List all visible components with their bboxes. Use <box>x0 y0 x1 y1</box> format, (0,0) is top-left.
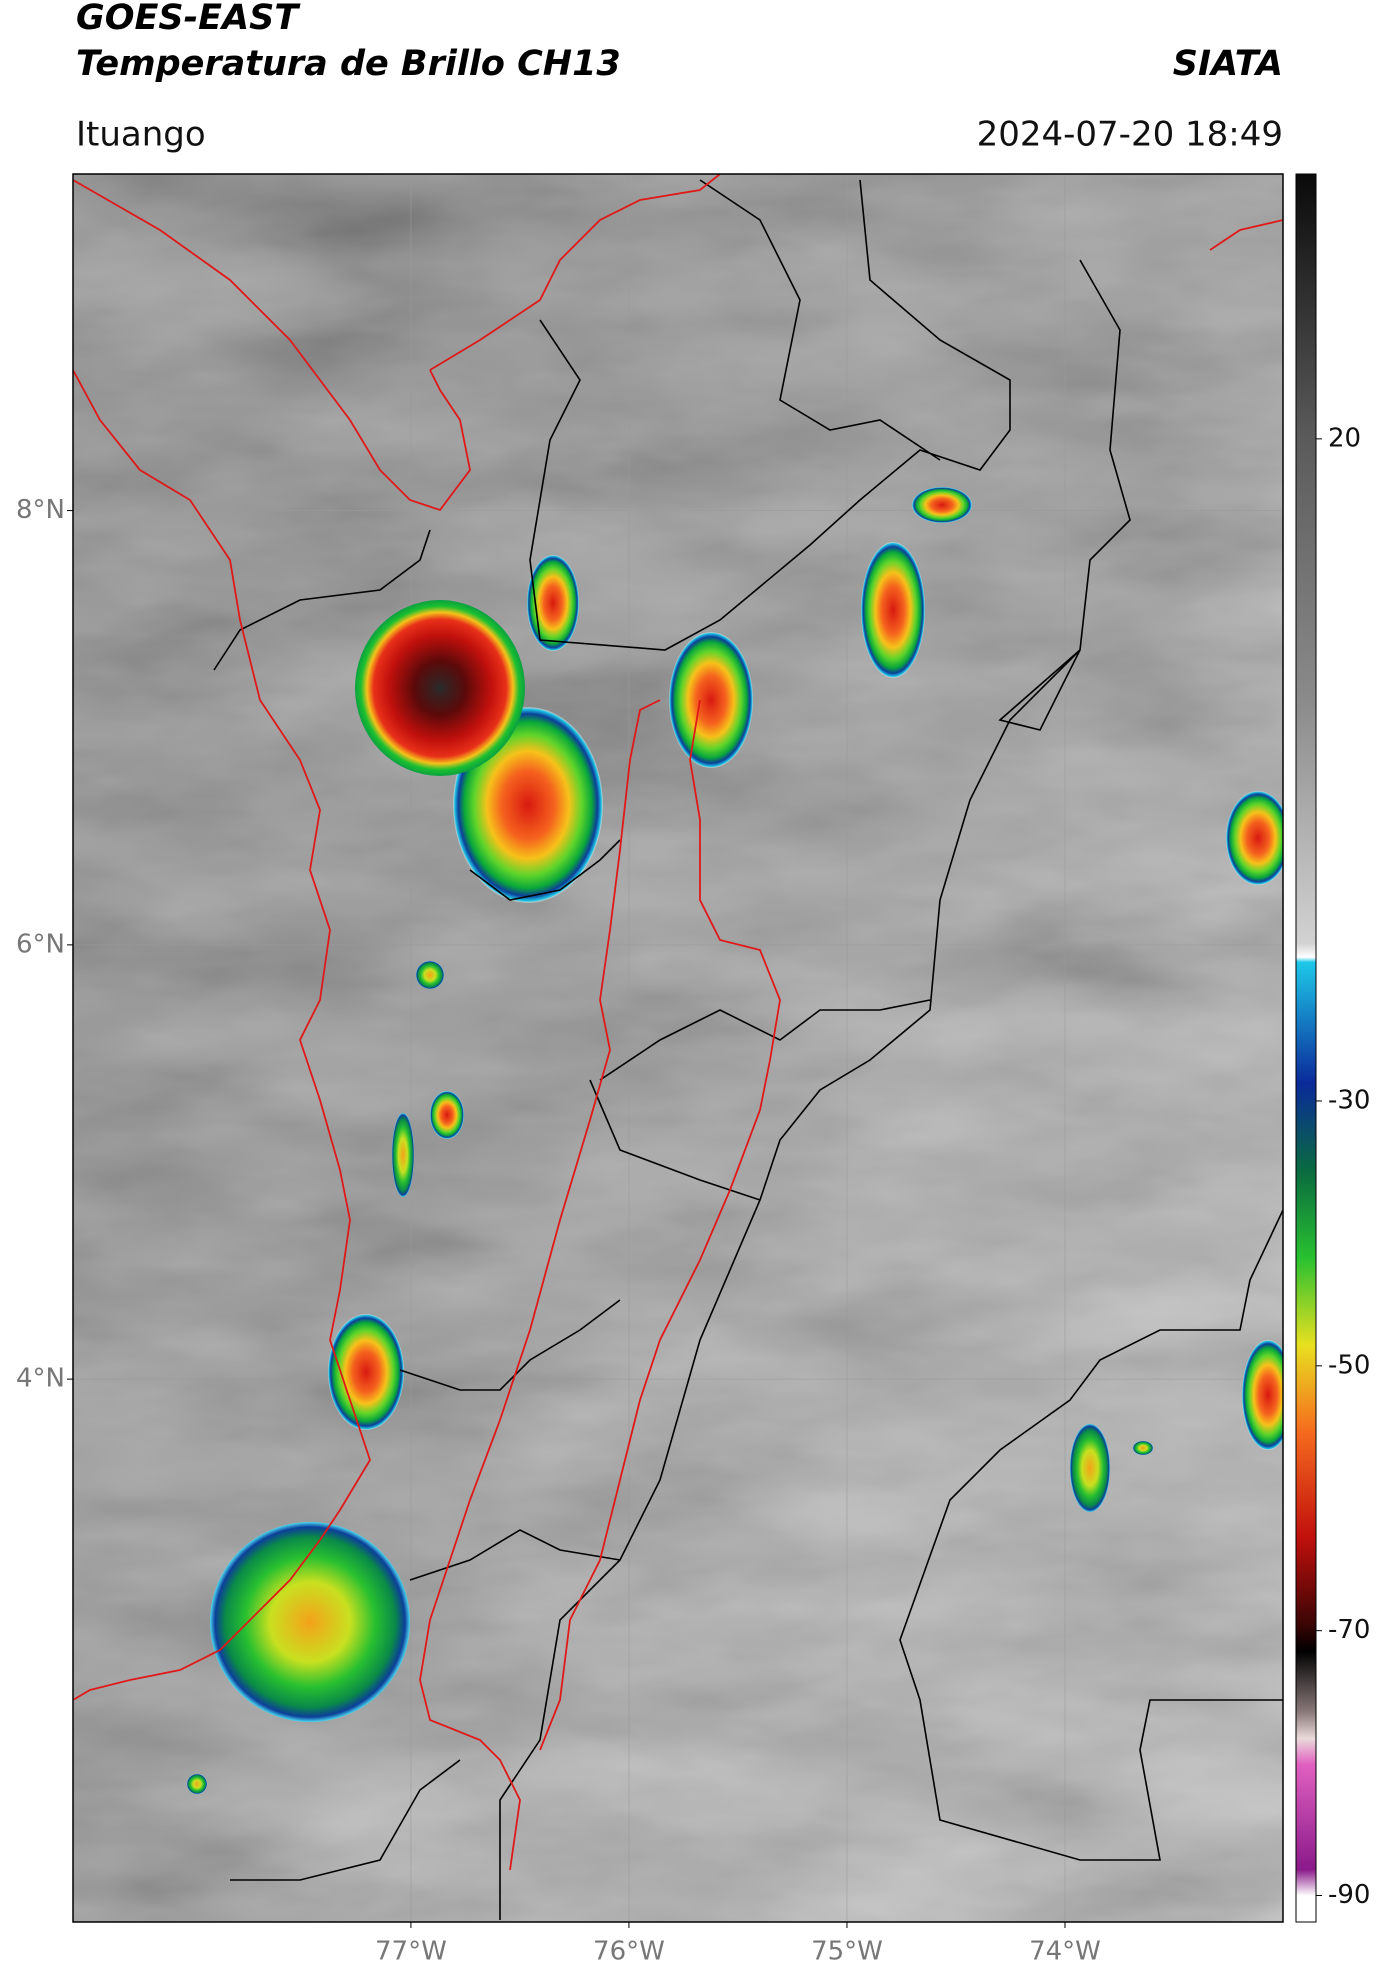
storm <box>669 632 753 768</box>
x-tick-label: 77°W <box>375 1937 447 1967</box>
storm <box>912 487 972 523</box>
storm <box>210 1522 410 1722</box>
border <box>599 999 931 1081</box>
x-tick-label: 76°W <box>593 1937 665 1967</box>
location: Ituango <box>76 115 206 155</box>
colorbar <box>1295 173 1317 1923</box>
storm <box>1226 791 1283 885</box>
border <box>499 649 1081 1920</box>
storm <box>430 1091 464 1139</box>
product: Temperatura de Brillo CH13 <box>76 44 621 84</box>
map-frame <box>72 173 1284 1923</box>
x-tick-label: 74°W <box>1029 1937 1101 1967</box>
storm <box>187 1774 207 1794</box>
border <box>230 1759 461 1881</box>
storm <box>392 1113 414 1197</box>
colorbar-tick-label: -30 <box>1328 1085 1370 1115</box>
admin-borders <box>213 179 1283 1920</box>
storm <box>416 961 444 989</box>
colorbar-tick-label: 20 <box>1328 423 1361 453</box>
grid <box>73 174 1283 1922</box>
x-tick-label: 75°W <box>811 1937 883 1967</box>
boundary <box>419 699 661 1871</box>
timestamp: 2024-07-20 18:49 <box>977 115 1283 155</box>
boundary <box>539 699 781 1751</box>
y-tick-label: 6°N <box>16 929 65 959</box>
coast <box>73 179 471 512</box>
coast <box>73 369 371 1701</box>
y-tick-label: 4°N <box>16 1364 65 1394</box>
border <box>699 179 941 461</box>
y-tick-label: 8°N <box>16 495 65 525</box>
border <box>529 179 1011 651</box>
storm <box>1133 1441 1153 1455</box>
border <box>213 529 431 671</box>
colorbar-ticks: 20 -30 -50 -70 -90 <box>1316 423 1370 1910</box>
border <box>429 174 721 371</box>
border <box>469 839 621 901</box>
colorbar-tick-label: -50 <box>1328 1350 1370 1380</box>
storm <box>355 600 525 776</box>
colorbar-tick-label: -90 <box>1328 1880 1370 1910</box>
colorbar-tick-label: -70 <box>1328 1615 1370 1645</box>
border <box>1209 219 1283 251</box>
storm <box>527 555 579 651</box>
border <box>899 1209 1283 1861</box>
coast-and-boundaries <box>73 174 1283 1871</box>
storm <box>1070 1424 1110 1512</box>
map-image <box>73 174 1283 1922</box>
storm-cells <box>187 487 1283 1794</box>
storm <box>1242 1340 1283 1450</box>
storm <box>328 1314 404 1430</box>
agency: SIATA <box>1173 44 1283 84</box>
border <box>409 1529 621 1581</box>
border <box>998 259 1131 731</box>
storm <box>861 542 925 678</box>
satellite: GOES-EAST <box>76 0 301 38</box>
